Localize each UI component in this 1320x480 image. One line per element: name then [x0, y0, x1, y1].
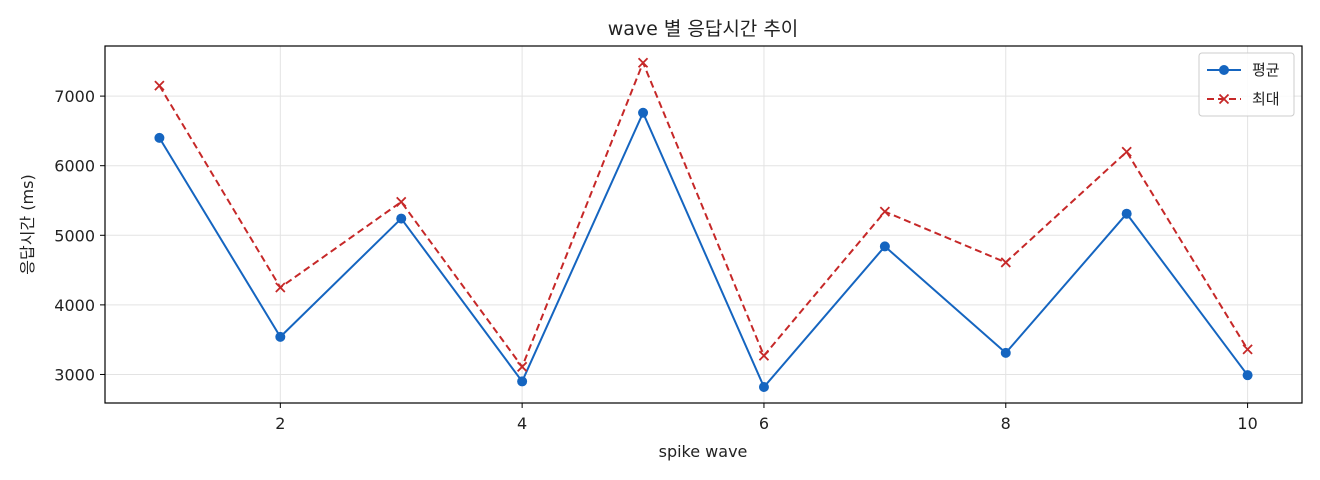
x-axis-label: spike wave — [659, 442, 748, 461]
data-point — [638, 107, 649, 118]
data-point — [275, 331, 286, 342]
y-tick-label: 6000 — [54, 157, 95, 176]
series-line — [158, 61, 1249, 368]
x-tick-label: 10 — [1237, 414, 1257, 433]
data-point — [1121, 146, 1132, 157]
data-point — [1000, 257, 1011, 268]
y-tick-label: 3000 — [54, 365, 95, 384]
grid — [105, 46, 1302, 403]
data-point — [517, 376, 528, 387]
x-tick-label: 4 — [517, 414, 527, 433]
data-point — [1242, 370, 1253, 381]
series-line — [158, 111, 1249, 388]
legend-marker — [1218, 93, 1230, 105]
data-point — [879, 206, 891, 217]
series-layer — [154, 57, 1253, 392]
data-point — [758, 381, 769, 392]
data-point — [758, 350, 770, 361]
series-0 — [154, 107, 1253, 392]
data-point — [516, 361, 528, 372]
data-point — [637, 57, 649, 68]
legend-entry: 평균 — [1207, 61, 1280, 79]
x-tick-label: 2 — [275, 414, 285, 433]
data-point — [396, 213, 407, 224]
legend-box — [1198, 52, 1295, 117]
data-point — [1242, 344, 1253, 355]
y-tick-label: 7000 — [54, 87, 95, 106]
data-point — [1000, 347, 1011, 358]
legend-entry: 최대 — [1207, 90, 1280, 108]
legend-label: 최대 — [1252, 90, 1280, 108]
y-tick-label: 5000 — [54, 226, 95, 245]
data-point — [275, 282, 286, 293]
x-axis: 2 4 6 8 10 — [275, 403, 1258, 433]
data-point — [154, 132, 165, 143]
x-tick-label: 8 — [1001, 414, 1011, 433]
series-1 — [154, 57, 1253, 372]
legend-marker — [1219, 65, 1229, 75]
y-axis-label: 응답시간 (ms) — [18, 174, 37, 274]
x-tick-label: 6 — [759, 414, 769, 433]
y-tick-label: 4000 — [54, 296, 95, 315]
data-point — [154, 80, 165, 91]
y-axis: 3000 4000 5000 6000 7000 — [54, 87, 105, 384]
legend-label: 평균 — [1252, 61, 1280, 79]
plot-frame — [104, 45, 1303, 404]
data-point — [879, 241, 890, 252]
data-point — [1121, 208, 1132, 219]
data-point — [396, 196, 407, 208]
chart-title: wave 별 응답시간 추이 — [608, 18, 799, 40]
